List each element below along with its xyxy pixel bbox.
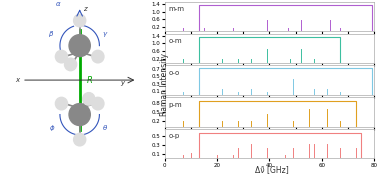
Circle shape — [92, 97, 104, 110]
Text: $\gamma$: $\gamma$ — [102, 30, 109, 39]
Circle shape — [83, 93, 95, 105]
Circle shape — [74, 14, 86, 27]
Text: Raman Intensity: Raman Intensity — [160, 53, 169, 116]
Text: R: R — [87, 76, 93, 85]
Text: m-m: m-m — [169, 6, 185, 12]
Text: o-o: o-o — [169, 70, 180, 76]
Text: x: x — [15, 77, 19, 83]
Text: o-m: o-m — [169, 38, 183, 44]
Text: $\alpha$: $\alpha$ — [55, 1, 62, 8]
Circle shape — [69, 35, 90, 57]
Text: y: y — [121, 80, 125, 86]
Text: p-m: p-m — [169, 102, 183, 108]
Text: Δν̃ [GHz]: Δν̃ [GHz] — [255, 165, 289, 174]
Circle shape — [74, 133, 86, 146]
Circle shape — [65, 58, 77, 71]
Circle shape — [69, 103, 90, 125]
Text: z: z — [83, 7, 86, 12]
Text: $\beta$: $\beta$ — [48, 29, 54, 39]
Circle shape — [56, 50, 68, 63]
Text: $\phi$: $\phi$ — [49, 123, 56, 133]
Text: o-p: o-p — [169, 133, 180, 139]
Circle shape — [56, 97, 68, 110]
Text: $\theta$: $\theta$ — [102, 123, 108, 132]
Circle shape — [92, 50, 104, 63]
